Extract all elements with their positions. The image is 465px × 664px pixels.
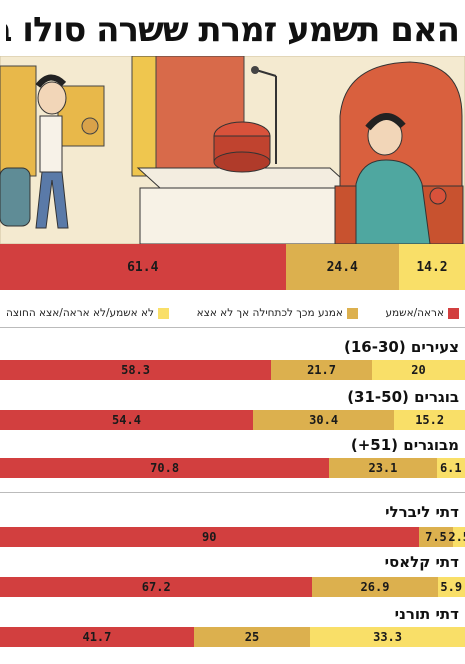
divider: [0, 327, 465, 328]
data-label: 26.9: [360, 580, 390, 594]
segment-leave: 20: [372, 360, 465, 380]
category-label: מבוגרים (51+): [350, 436, 459, 454]
data-label: 2.5: [448, 530, 465, 544]
data-label: 41.7: [82, 630, 112, 644]
legend-item-avoid-stay: אמנע מכך לכתחילה אך לא אצא: [197, 304, 358, 322]
segment-leave: 6.1: [436, 458, 465, 478]
group-bar: 90 7.52.5: [0, 527, 465, 547]
legend-label: אמנע מכך לכתחילה אך לא אצא: [196, 307, 343, 319]
chart-title: האם תשמע זמרת ששרה סולו באירוע?: [6, 10, 459, 50]
legend-swatch-tan: [346, 307, 358, 319]
group-bar: 70.8 23.1 6.1: [0, 458, 465, 478]
data-label: 6.1: [439, 461, 462, 475]
segment-avoid-stay: 21.7: [271, 360, 372, 380]
data-label: 33.3: [373, 630, 403, 644]
segment-leave: 14.2: [398, 244, 465, 290]
segment-see-hear: 54.4: [0, 410, 253, 430]
data-label: 54.4: [112, 413, 141, 427]
segment-see-hear: 70.8: [0, 458, 330, 478]
legend-label: לא אשמע/לא אראה/אצא החוצה: [6, 307, 154, 319]
data-label: 23.1: [368, 461, 398, 475]
category-label: צעירים (16-30): [343, 338, 459, 356]
group-bar: 58.3 21.7 20: [0, 360, 465, 380]
data-label: 70.8: [150, 461, 180, 475]
divider: [0, 492, 465, 493]
segment-leave: 5.9: [437, 577, 465, 597]
segment-see-hear: 67.2: [0, 577, 313, 597]
segment-avoid-stay: 25: [193, 627, 311, 647]
illustration: [0, 56, 465, 244]
legend: אראה/אשמע אמנע מכך לכתחילה אך לא אצא לא …: [0, 304, 465, 322]
segment-avoid-stay: 26.9: [312, 577, 438, 597]
category-label: דתי ליברלי: [385, 503, 459, 521]
data-label: 90: [202, 530, 217, 544]
data-label: 67.2: [141, 580, 171, 594]
segment-leave: 33.3: [310, 627, 465, 647]
segment-avoid-stay: 7.5: [418, 527, 454, 547]
legend-swatch-yellow: [158, 307, 169, 319]
data-label: 20: [411, 363, 426, 377]
legend-swatch-red: [448, 307, 459, 319]
group-bar: 41.7 25 33.3: [0, 627, 465, 647]
legend-item-see-hear: אראה/אשמע: [385, 304, 459, 322]
category-label: דתי קלאסי: [384, 553, 459, 571]
segment-see-hear: 90: [0, 527, 419, 547]
segment-avoid-stay: 23.1: [329, 458, 437, 478]
group-bar: 54.4 30.4 15.2: [0, 410, 465, 430]
segment-avoid-stay: 24.4: [285, 244, 399, 290]
data-label: 5.9: [440, 580, 463, 594]
legend-item-leave: לא אשמע/לא אראה/אצא החוצה: [6, 304, 169, 322]
data-label: 21.7: [307, 363, 336, 377]
group-bar: 67.2 26.9 5.9: [0, 577, 465, 597]
data-label: 30.4: [309, 413, 339, 427]
data-label: 24.4: [326, 259, 358, 275]
data-label: 7.5: [425, 530, 447, 544]
data-label: 58.3: [121, 363, 150, 377]
segment-avoid-stay: 30.4: [252, 410, 395, 430]
segment-leave: 2.5: [448, 527, 465, 547]
segment-see-hear: 41.7: [0, 627, 194, 647]
data-label: 15.2: [415, 413, 445, 427]
segment-leave: 15.2: [394, 410, 465, 430]
legend-label: אראה/אשמע: [385, 307, 444, 319]
data-label: 61.4: [127, 259, 159, 275]
data-label: 25: [244, 630, 260, 644]
category-label: דתי תורני: [394, 605, 459, 623]
segment-see-hear: 58.3: [0, 360, 272, 380]
segment-see-hear: 61.4: [0, 244, 286, 290]
overall-bar: 61.4 24.4 14.2: [0, 244, 465, 290]
data-label: 14.2: [416, 259, 448, 275]
category-label: בוגרים (31-50): [347, 388, 459, 406]
